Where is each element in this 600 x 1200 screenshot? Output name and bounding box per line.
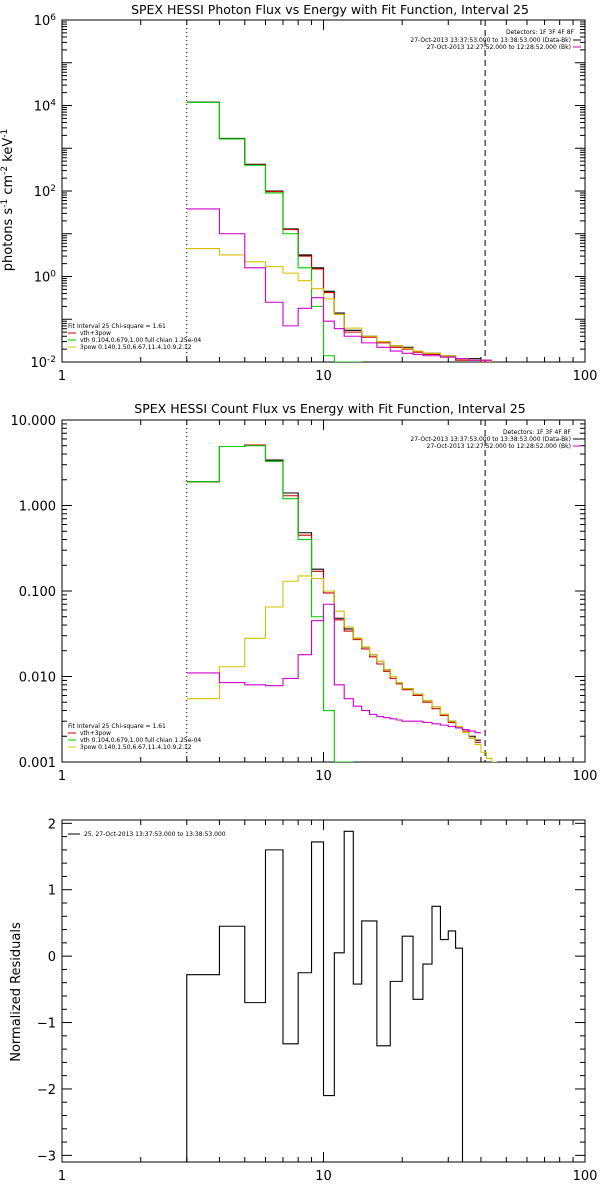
count-y-tick-label: 0.100 bbox=[19, 585, 56, 600]
count-legend-tr-label: 27-Oct-2013 13:37:53.000 to 13:38:53.000… bbox=[410, 436, 571, 443]
photon-series-line-3 bbox=[186, 248, 492, 361]
residuals-legend-tl-label: 25. 27-Oct-2013 13:37:53.000 to 13:38:53… bbox=[84, 831, 226, 838]
count-legend-bottom-left: Fit Interval 25 Chi-square = 1.61vth+3po… bbox=[68, 723, 201, 751]
residuals-panel: Normalized Residuals bbox=[9, 922, 24, 1062]
photon-flux-panel: SPEX HESSI Photon Flux vs Energy with Fi… bbox=[0, 2, 581, 271]
count-flux-panel: SPEX HESSI Count Flux vs Energy with Fit… bbox=[134, 401, 525, 416]
count-legend-bl-label: vth+3pow bbox=[80, 730, 111, 737]
photon-legend-bl-label: 3pow 0.140,1.50,6.67,11.4,10.9,2.12 bbox=[80, 344, 192, 351]
count-series-line-2 bbox=[186, 445, 354, 762]
photon-x-tick-label: 100 bbox=[573, 369, 598, 384]
photon-series-line-4 bbox=[186, 208, 492, 361]
residuals-x-tick-label: 10 bbox=[315, 1169, 332, 1184]
residuals-x-tick-label: 100 bbox=[573, 1169, 598, 1184]
count-y-tick-label: 0.010 bbox=[19, 671, 56, 686]
photon-legend-tr-label: 27-Oct-2013 12:27:52.000 to 12:28:52.000… bbox=[427, 44, 571, 51]
photon-detectors-text: Detectors: 1F 3F 4F 8F bbox=[506, 29, 575, 36]
photon-x-tick-label: 1 bbox=[58, 369, 66, 384]
residuals-legend-top-left: 25. 27-Oct-2013 13:37:53.000 to 13:38:53… bbox=[68, 831, 226, 838]
photon-x-tick-label: 10 bbox=[315, 369, 332, 384]
photon-legend-bl-label: vth+3pow bbox=[80, 330, 111, 337]
photon-series-line-2 bbox=[186, 101, 362, 362]
count-series-line-3 bbox=[186, 575, 497, 762]
residuals-x-tick-label: 1 bbox=[58, 1169, 66, 1184]
photon-series-line-0 bbox=[186, 101, 492, 361]
residuals-y-tick-label: −2 bbox=[37, 1083, 56, 1098]
count-series-group bbox=[186, 444, 497, 762]
count-legend-bl-label: 3pow 0.140,1.50,6.67,11.4,10.9,2.12 bbox=[80, 744, 192, 751]
photon-legend-top-right: Detectors: 1F 3F 4F 8F 27-Oct-2013 13:37… bbox=[410, 29, 581, 51]
count-legend-tr-label: Detectors: 1F 3F 4F 8F bbox=[503, 429, 572, 436]
residuals-y-tick-label: 0 bbox=[48, 950, 56, 965]
residuals-y-tick-label: −1 bbox=[37, 1017, 56, 1032]
residuals-y-tick-label: 1 bbox=[48, 884, 56, 899]
count-plot-area: 1 10 100 0.001 0.010 0.100 1.000 10.000 Detector… bbox=[11, 414, 598, 784]
photon-legend-bottom-left: Fit Interval 25 Chi-square = 1.61vth+3po… bbox=[68, 323, 201, 351]
count-series-line-4 bbox=[186, 603, 481, 734]
residuals-series-group bbox=[186, 830, 464, 1162]
photon-y-tick-label: 102 bbox=[34, 184, 56, 200]
residuals-y-tick-label: −3 bbox=[37, 1149, 56, 1164]
photon-legend-tr-label: 27-Oct-2013 13:37:53.000 to 13:38:53.000… bbox=[410, 37, 571, 44]
count-y-tick-label: 10.000 bbox=[11, 414, 57, 429]
photon-y-tick-label: 10-2 bbox=[30, 355, 56, 371]
count-x-tick-label: 1 bbox=[58, 769, 66, 784]
count-x-tick-label: 10 bbox=[315, 769, 332, 784]
photon-legend-bl-label: Fit Interval 25 Chi-square = 1.61 bbox=[68, 323, 166, 330]
residuals-plot-area: 1 10 100 −3 −2 −1 0 1 2 25. 27-Oct-2013 13:37:53.… bbox=[37, 817, 598, 1184]
count-chart-title: SPEX HESSI Count Flux vs Energy with Fit… bbox=[134, 401, 525, 416]
photon-y-axis-label: photons s-1 cm-2 keV-1 bbox=[0, 129, 16, 271]
count-series-line-1 bbox=[186, 444, 481, 743]
residuals-y-tick-label: 2 bbox=[48, 817, 56, 832]
photon-legend-bl-label: vth 0.104,0.679,1.00 full chian 1.25e-04 bbox=[80, 337, 201, 344]
photon-y-tick-label: 100 bbox=[34, 270, 57, 286]
residuals-series-line-0 bbox=[186, 830, 464, 1162]
photon-series-line-1 bbox=[186, 101, 492, 362]
photon-y-tick-label: 106 bbox=[34, 13, 57, 29]
residuals-y-axis-label: Normalized Residuals bbox=[9, 922, 24, 1062]
count-legend-tr-label: 27-Oct-2013 12:27:52.000 to 12:28:52.000… bbox=[427, 443, 571, 450]
count-x-tick-label: 100 bbox=[573, 769, 598, 784]
photon-series-group bbox=[186, 101, 492, 362]
count-y-tick-label: 0.001 bbox=[19, 756, 56, 771]
photon-plot-area: 1 10 100 10-2 100 102 104 106 Fit Interval 25 Ch… bbox=[30, 13, 597, 384]
count-legend-bl-label: Fit Interval 25 Chi-square = 1.61 bbox=[68, 723, 166, 730]
count-y-tick-label: 1.000 bbox=[19, 500, 56, 515]
photon-y-tick-label: 104 bbox=[34, 99, 57, 115]
count-legend-bl-label: vth 0.104,0.679,1.00 full chian 1.25e-04 bbox=[80, 737, 201, 744]
photon-chart-title: SPEX HESSI Photon Flux vs Energy with Fi… bbox=[131, 2, 529, 17]
